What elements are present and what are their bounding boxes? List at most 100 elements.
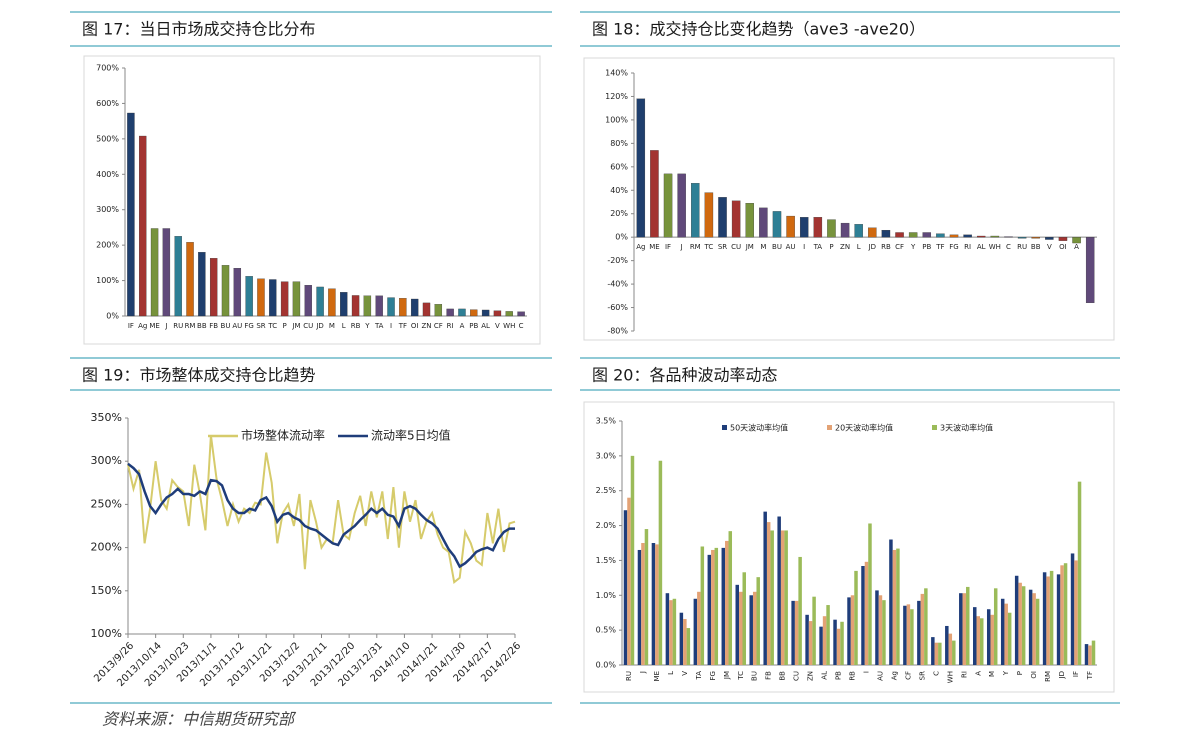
- x-tick-label: IF: [1072, 671, 1080, 677]
- x-tick-label: I: [862, 671, 870, 673]
- x-tick-label: BU: [221, 322, 231, 330]
- x-tick-label: TC: [267, 322, 277, 330]
- x-tick-label: C: [932, 671, 940, 676]
- bar: [1014, 575, 1019, 665]
- bar: [962, 593, 967, 665]
- y-tick-label: -80%: [607, 327, 628, 336]
- bar: [949, 234, 959, 238]
- y-tick-label: 400%: [96, 170, 119, 179]
- bar: [822, 616, 827, 665]
- bar: [798, 556, 802, 665]
- y-tick-label: 1.0%: [596, 591, 617, 600]
- bar: [1018, 582, 1022, 665]
- legend-label: 50天波动率均值: [730, 423, 788, 433]
- x-tick-label: P: [1016, 671, 1024, 675]
- x-tick-label: CU: [303, 322, 313, 330]
- bar: [892, 549, 897, 665]
- bar: [759, 207, 768, 238]
- bar: [1031, 237, 1040, 239]
- bar: [630, 455, 635, 665]
- bar: [162, 228, 171, 317]
- x-tick-label: TF: [398, 322, 407, 330]
- bar: [979, 618, 984, 665]
- bar: [399, 298, 407, 317]
- y-tick-label: 300%: [91, 454, 122, 467]
- bar: [934, 642, 939, 665]
- x-tick-label: C: [1006, 243, 1011, 251]
- x-tick-label: A: [460, 322, 465, 330]
- x-tick-label: P: [283, 322, 287, 330]
- x-tick-label: ME: [149, 322, 159, 330]
- y-tick-label: 250%: [91, 497, 122, 510]
- y-tick-label: 200%: [91, 541, 122, 554]
- bar: [728, 531, 733, 665]
- bar: [882, 600, 886, 665]
- y-tick-label: 0%: [106, 312, 119, 321]
- x-tick-label: FB: [765, 671, 773, 680]
- bar: [938, 642, 942, 665]
- bar: [889, 539, 893, 665]
- y-tick-label: 200%: [96, 241, 119, 250]
- x-tick-label: RU: [173, 322, 183, 330]
- x-tick-label: Ag: [636, 243, 645, 251]
- bar: [517, 311, 525, 317]
- bar: [920, 593, 925, 665]
- bar: [993, 588, 998, 665]
- y-tick-label: 140%: [605, 69, 628, 78]
- x-tick-label: I: [390, 322, 392, 330]
- bar: [878, 595, 883, 665]
- y-tick-label: -20%: [607, 256, 628, 265]
- bar: [245, 276, 253, 317]
- bar: [833, 619, 837, 665]
- x-tick-label: TF: [1086, 671, 1094, 680]
- bar: [387, 297, 395, 317]
- bar: [868, 523, 872, 665]
- y-tick-label: 0.5%: [596, 626, 617, 635]
- x-tick-label: ME: [649, 243, 659, 251]
- bar: [257, 278, 265, 317]
- bar: [328, 288, 336, 317]
- x-tick-label: ZN: [421, 322, 431, 330]
- y-tick-label: 150%: [91, 584, 122, 597]
- bar: [840, 222, 850, 238]
- bar: [931, 637, 935, 665]
- y-tick-label: 0%: [615, 233, 628, 242]
- y-tick-label: 2.5%: [596, 486, 617, 495]
- bar: [637, 549, 642, 665]
- bar: [470, 309, 478, 317]
- bar: [1074, 560, 1078, 665]
- x-tick-label: JM: [745, 243, 754, 251]
- x-tick-label: PB: [922, 243, 931, 251]
- bar: [1063, 563, 1068, 665]
- y-tick-label: 40%: [610, 186, 628, 195]
- x-tick-label: JM: [291, 322, 300, 330]
- line: [127, 462, 515, 569]
- y-tick-label: 120%: [605, 92, 628, 101]
- bar: [791, 600, 795, 665]
- x-tick-label: WH: [503, 322, 515, 330]
- y-tick-label: -40%: [607, 280, 628, 289]
- bar: [794, 600, 799, 665]
- bar: [1032, 593, 1036, 665]
- bar: [739, 591, 743, 665]
- bar: [677, 173, 686, 238]
- x-tick-label: BU: [751, 671, 759, 681]
- x-tick-label: JD: [315, 322, 323, 330]
- bar: [658, 460, 663, 665]
- x-tick-label: C: [519, 322, 524, 330]
- bar: [917, 600, 921, 665]
- x-tick-label: TA: [374, 322, 384, 330]
- x-tick-label: Ag: [890, 671, 898, 680]
- y-tick-label: 60%: [610, 162, 628, 171]
- legend-label: 20天波动率均值: [835, 423, 893, 433]
- y-tick-label: 100%: [91, 627, 122, 640]
- bar: [1091, 640, 1096, 665]
- x-tick-label: J: [164, 322, 167, 330]
- x-tick-label: M: [329, 322, 335, 330]
- bar: [672, 598, 677, 665]
- x-tick-label: M: [988, 671, 996, 677]
- bar: [700, 546, 705, 665]
- bar: [697, 591, 701, 665]
- bar: [1046, 576, 1050, 665]
- x-tick-label: L: [857, 243, 861, 251]
